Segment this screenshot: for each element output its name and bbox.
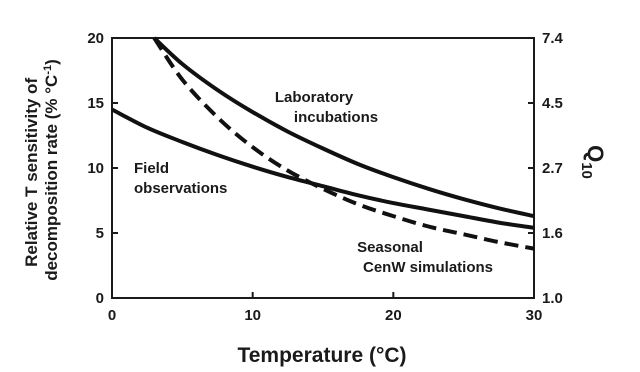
y2-axis-title: Q10 [578, 145, 608, 179]
y-tick-label: 5 [96, 225, 104, 242]
y2-tick-labels: 1.0 1.6 2.7 4.5 7.4 [528, 30, 564, 307]
y-tick-label: 15 [87, 95, 104, 112]
plot-frame [111, 37, 535, 299]
series-line-field-observations [111, 107, 535, 230]
y2-tick-label: 7.4 [542, 30, 564, 47]
annotation-field-line1: Field [134, 160, 169, 177]
annotation-cenw-line2: CenW simulations [363, 259, 493, 276]
y2-tick-label: 2.7 [542, 160, 563, 177]
y-axis-title-superscript: -1 [42, 65, 54, 75]
y-axis-title-line1: Relative T sensitivity of [22, 78, 41, 267]
x-tick-label: 0 [108, 307, 116, 324]
y2-axis-title-subscript: 10 [578, 162, 595, 179]
annotation-cenw-line1: Seasonal [357, 239, 423, 256]
series-line-laboratory-incubations [152, 36, 535, 219]
annotation-lab-line2: incubations [294, 109, 378, 126]
y-axis-title: Relative T sensitivity of decomposition … [22, 59, 61, 281]
y2-tick-label: 4.5 [542, 95, 563, 112]
y2-tick-label: 1.0 [542, 290, 563, 307]
x-axis-title: Temperature (°C) [237, 344, 406, 367]
x-tick-labels: 0 10 20 30 [108, 292, 543, 324]
annotation-lab-line1: Laboratory [275, 89, 354, 106]
series-line-seasonal-cenw-simulations [152, 36, 535, 251]
y-axis-title-close: ) [42, 59, 61, 65]
y-tick-label: 10 [87, 160, 104, 177]
annotation-field-line2: observations [134, 180, 227, 197]
y-axis-title-line2: decomposition rate (% °C [42, 75, 61, 281]
series-layer [111, 36, 535, 251]
y-tick-labels: 0 5 10 15 20 [87, 30, 118, 307]
x-tick-label: 10 [244, 307, 261, 324]
y2-axis-title-main: Q [583, 145, 608, 162]
y-tick-label: 0 [96, 290, 104, 307]
y-tick-label: 20 [87, 30, 104, 47]
y2-tick-label: 1.6 [542, 225, 563, 242]
x-tick-label: 20 [385, 307, 402, 324]
x-tick-label: 30 [526, 307, 543, 324]
